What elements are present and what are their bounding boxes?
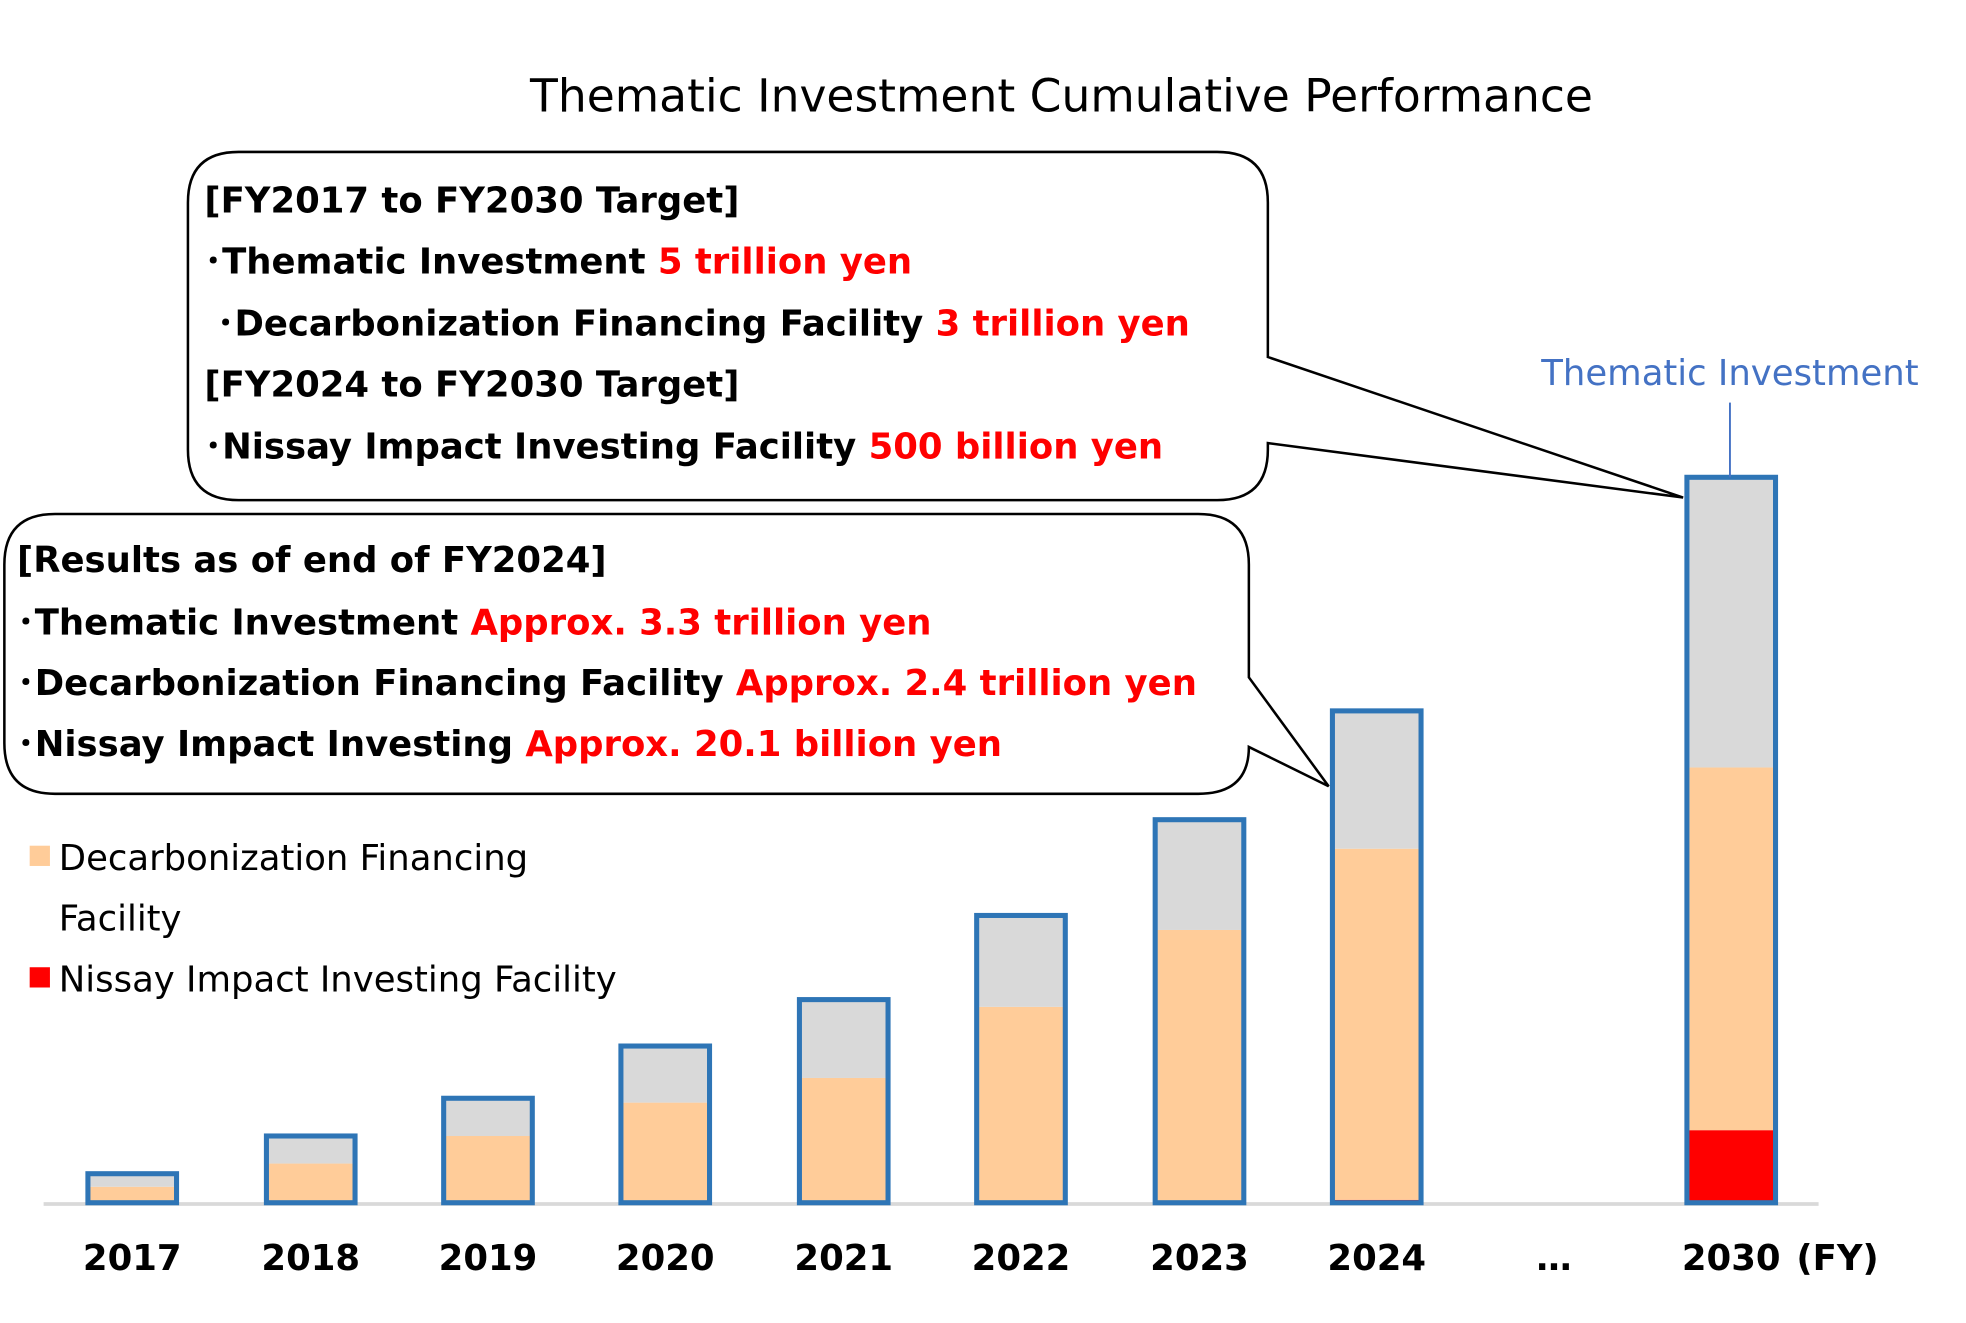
x-axis-label: (FY) [1796,1238,1878,1279]
bars [85,474,1779,1206]
x-tick-label: 2021 [794,1238,893,1279]
target-heading-2: [FY2024 to FY2030 Target] [204,364,739,405]
x-tick-label: 2020 [616,1238,715,1279]
target-line-nissay: ･Nissay Impact Investing Facility 500 bi… [204,426,1163,467]
bar-segment-2024-decarbonization [1332,848,1422,1200]
target-line-decarbonization: ･Decarbonization Financing Facility 3 tr… [204,303,1189,344]
chart-title: Thematic Investment Cumulative Performan… [529,69,1593,122]
x-tick-labels: 2017 2018 2019 2020 2021 2022 2023 2024 … 2030 [83,1238,1781,1279]
bar-outline-2019 [441,1095,535,1206]
bar-outline-2024 [1329,708,1424,1206]
bar-segment-2023-decarbonization [1155,929,1244,1203]
bar-outline-2022 [974,912,1068,1206]
bar-segment-2030-nissay [1686,1130,1776,1203]
bar-segment-2020-decarbonization [620,1102,710,1203]
results-line-nissay: ･Nissay Impact Investing Approx. 20.1 bi… [17,724,1002,765]
bar-segment-2017-other [87,1173,177,1187]
bar-segment-2019-decarbonization [443,1135,533,1203]
results-line-thematic: ･Thematic Investment Approx. 3.3 trillio… [17,602,932,643]
legend-swatch-decarbonization [29,845,50,866]
bar-outline-2030 [1684,474,1779,1206]
bar-segment-2024-other [1332,710,1422,849]
legend-label-decarbonization-1: Decarbonization Financing [59,838,528,879]
bar-outline-2020 [618,1043,713,1206]
bar-segment-2020-other [620,1046,710,1103]
bar-segment-2022-decarbonization [976,1006,1066,1203]
legend-label-nissay: Nissay Impact Investing Facility [59,959,617,1000]
bar-segment-2017-decarbonization [87,1186,177,1203]
x-tick-label: 2023 [1150,1238,1249,1279]
bar-segment-2021-other [799,999,889,1078]
bar-segment-2023-other [1155,819,1244,930]
bar-segment-2021-decarbonization [799,1077,889,1203]
bar-outline-2018 [263,1133,358,1206]
x-tick-label: 2019 [439,1238,538,1279]
bar-segment-2019-other [443,1098,533,1136]
target-heading-1: [FY2017 to FY2030 Target] [204,181,739,222]
x-tick-label: … [1536,1238,1571,1279]
x-tick-label: 2030 [1682,1238,1781,1279]
legend-swatch-nissay [29,967,50,988]
legend: Decarbonization Financing Facility Nissa… [29,838,617,1000]
bar-segment-2022-other [976,915,1066,1007]
x-tick-label: 2018 [261,1238,360,1279]
x-tick-label: 2022 [972,1238,1071,1279]
bar-outline-2021 [796,997,891,1206]
bar-outline-2017 [85,1171,180,1206]
results-line-decarbonization: ･Decarbonization Financing Facility Appr… [17,663,1197,704]
bar-segment-2018-decarbonization [266,1163,356,1203]
bar-outline-2023 [1152,817,1247,1206]
target-callout: [FY2017 to FY2030 Target] ･Thematic Inve… [186,150,1684,502]
legend-label-decarbonization-2: Facility [59,899,182,940]
annotation-thematic-investment: Thematic Investment [1540,353,1918,394]
bar-segment-2018-other [266,1135,356,1164]
results-heading: [Results as of end of FY2024] [17,540,607,581]
x-tick-label: 2017 [83,1238,182,1279]
target-line-thematic: ･Thematic Investment 5 trillion yen [204,241,912,282]
bar-segment-2030-decarbonization [1686,767,1776,1131]
bar-segment-2030-other [1686,477,1776,768]
x-tick-label: 2024 [1327,1238,1426,1279]
results-callout: [Results as of end of FY2024] ･Thematic … [3,512,1330,796]
